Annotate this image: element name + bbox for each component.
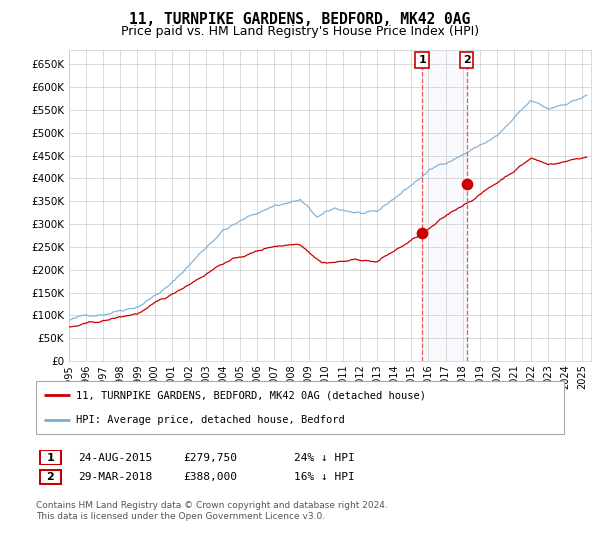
Point <box>417 229 427 238</box>
Text: 11, TURNPIKE GARDENS, BEDFORD, MK42 0AG (detached house): 11, TURNPIKE GARDENS, BEDFORD, MK42 0AG … <box>76 390 425 400</box>
FancyBboxPatch shape <box>40 450 61 465</box>
Text: 24% ↓ HPI: 24% ↓ HPI <box>294 452 355 463</box>
Text: 29-MAR-2018: 29-MAR-2018 <box>78 472 152 482</box>
Text: £388,000: £388,000 <box>183 472 237 482</box>
Text: 1: 1 <box>418 55 426 65</box>
FancyBboxPatch shape <box>36 381 564 434</box>
Text: Contains HM Land Registry data © Crown copyright and database right 2024.
This d: Contains HM Land Registry data © Crown c… <box>36 501 388 521</box>
FancyBboxPatch shape <box>40 470 61 484</box>
Text: 11, TURNPIKE GARDENS, BEDFORD, MK42 0AG: 11, TURNPIKE GARDENS, BEDFORD, MK42 0AG <box>130 12 470 27</box>
Text: 1: 1 <box>47 452 54 463</box>
Point <box>462 179 472 188</box>
Text: 2: 2 <box>463 55 470 65</box>
Text: £279,750: £279,750 <box>183 452 237 463</box>
Text: HPI: Average price, detached house, Bedford: HPI: Average price, detached house, Bedf… <box>76 414 344 424</box>
Text: Price paid vs. HM Land Registry's House Price Index (HPI): Price paid vs. HM Land Registry's House … <box>121 25 479 38</box>
Bar <box>422 50 467 361</box>
Text: 24-AUG-2015: 24-AUG-2015 <box>78 452 152 463</box>
Text: 2: 2 <box>47 472 54 482</box>
Text: 16% ↓ HPI: 16% ↓ HPI <box>294 472 355 482</box>
